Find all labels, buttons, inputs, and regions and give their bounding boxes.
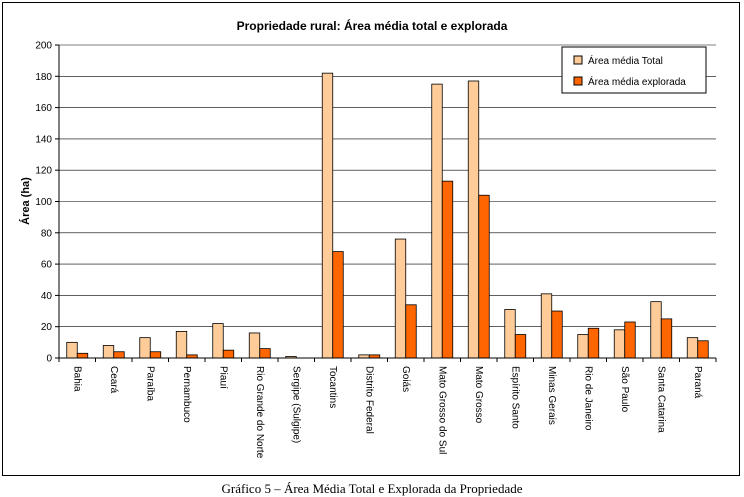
bar-total <box>321 72 334 359</box>
x-tick-label: Paraíba <box>144 366 155 401</box>
legend-label-total: Área média Total <box>588 54 663 67</box>
legend-box <box>561 46 707 94</box>
y-tick-label: 120 <box>35 166 52 177</box>
bar-explorada <box>113 351 125 359</box>
bar-explorada <box>405 304 417 359</box>
x-tick-label: Paraná <box>692 366 703 399</box>
x-tick-label: Minas Gerais <box>546 366 557 425</box>
bar-explorada <box>514 334 527 359</box>
x-tick-label: Goiás <box>400 366 411 392</box>
bar-explorada <box>222 349 235 359</box>
legend: Área média Total Área média explorada <box>561 46 707 94</box>
bar-explorada <box>551 310 563 359</box>
bar-total <box>540 293 553 359</box>
bar-explorada <box>587 327 600 359</box>
bar-total <box>431 83 443 359</box>
bar-total <box>686 337 699 359</box>
y-tick-label: 80 <box>41 228 53 239</box>
grid-lines <box>59 44 716 328</box>
y-axis-label: Área (ha) <box>19 177 32 225</box>
bar-chart: Propriedade rural: Área média total e ex… <box>19 18 717 459</box>
x-tick-label: Rio Grande do Norte <box>254 366 265 459</box>
y-tick-label: 160 <box>35 103 52 114</box>
bar-explorada <box>660 318 673 359</box>
bar-explorada <box>697 340 709 359</box>
bar-explorada <box>259 348 271 359</box>
y-tick-label: 20 <box>41 322 53 333</box>
y-tick-label: 0 <box>46 354 52 365</box>
bar-total <box>650 301 662 359</box>
bar-total <box>248 332 261 359</box>
x-tick-label: Piauí <box>217 366 228 389</box>
x-tick-label: Santa Catarina <box>655 366 666 433</box>
y-tick-label: 60 <box>41 260 53 271</box>
bar-total <box>577 334 589 359</box>
bar-total <box>66 341 78 359</box>
y-tick-label: 140 <box>35 134 52 145</box>
bar-total <box>212 323 224 359</box>
bar-total <box>613 329 626 359</box>
bar-explorada <box>624 321 636 359</box>
y-tick-labels: 0 20 40 60 80 100 120 140 160 180 200 <box>35 41 59 365</box>
figure-caption: Gráfico 5 – Área Média Total e Explorada… <box>221 481 523 496</box>
legend-swatch-total <box>573 55 583 65</box>
x-tick-label: Rio de Janeiro <box>582 366 593 431</box>
legend-label-explorada: Área média explorada <box>588 75 686 88</box>
x-tick-label: Bahia <box>71 366 82 392</box>
bar-total <box>467 80 480 359</box>
bars <box>66 72 709 359</box>
x-tick-label: Mato Grosso do Sul <box>436 366 447 454</box>
x-tick-label: Tocantins <box>327 366 338 408</box>
x-tick-label: Espírito Santo <box>509 366 520 429</box>
bar-explorada <box>332 251 344 359</box>
bar-explorada <box>76 352 89 359</box>
bar-explorada <box>149 351 162 359</box>
bar-total <box>504 309 516 359</box>
bar-total <box>175 330 188 359</box>
chart-title: Propriedade rural: Área média total e ex… <box>237 18 508 33</box>
bar-explorada <box>478 194 490 359</box>
y-tick-label: 100 <box>35 197 52 208</box>
x-tick-label: Sergipe (Sulgipe) <box>290 366 301 443</box>
x-tick-label: Pernambuco <box>181 366 192 423</box>
bar-total <box>139 337 151 359</box>
legend-swatch-explorada <box>573 76 583 86</box>
x-tick-labels: Bahia Ceará Paraíba Pernambuco Piauí Rio Gran… <box>71 366 703 459</box>
y-tick-label: 200 <box>35 41 52 52</box>
bar-total <box>394 238 407 359</box>
bar-explorada <box>441 180 454 359</box>
y-tick-label: 180 <box>35 72 52 83</box>
x-tick-label: Distrito Federal <box>363 366 374 434</box>
y-tick-label: 40 <box>41 291 53 302</box>
x-tick-label: São Paulo <box>619 366 630 413</box>
bar-total <box>102 345 115 359</box>
x-tick-label: Ceará <box>108 366 119 394</box>
x-tick-label: Mato Grosso <box>473 366 484 424</box>
